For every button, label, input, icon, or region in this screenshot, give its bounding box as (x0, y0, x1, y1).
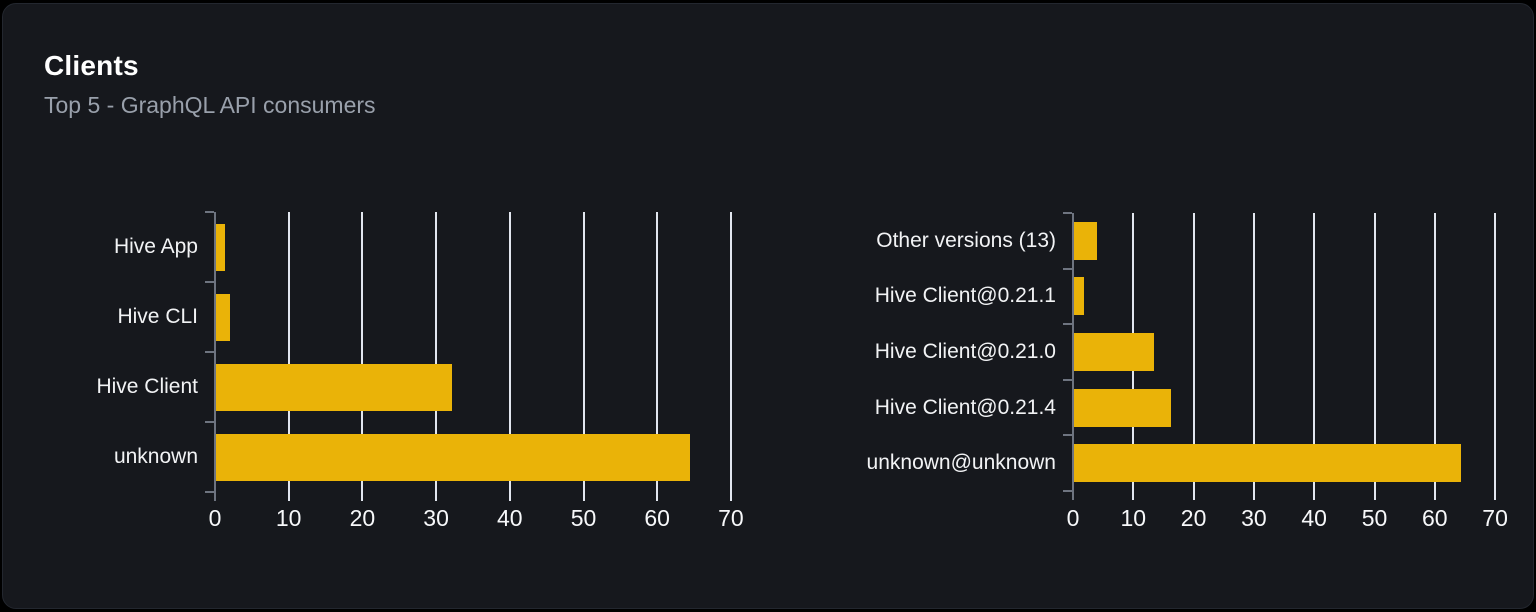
x-axis-tick-label: 0 (208, 505, 222, 531)
x-axis-tick-label: 10 (1120, 505, 1147, 531)
gridline (582, 212, 585, 492)
x-axis-tick-label: 50 (570, 505, 597, 531)
gridline (1373, 213, 1376, 491)
gridline (1313, 213, 1316, 491)
x-axis-tick-label: 70 (1482, 505, 1508, 531)
x-axis-tick (508, 492, 511, 501)
bar-hive-cli[interactable] (216, 293, 230, 341)
y-axis-tick (205, 351, 214, 353)
y-axis-tick (205, 421, 214, 423)
gridline (729, 212, 732, 492)
y-axis-tick (205, 491, 214, 493)
y-axis-line (1072, 213, 1074, 492)
chart-clients-by-name: 0 10 20 30 40 50 60 70 Hive App Hive CLI Hive Clie… (3, 4, 1533, 608)
x-axis-tick-label: 50 (1361, 505, 1388, 531)
y-axis-tick (1063, 434, 1072, 437)
category-label: Hive App (113, 235, 198, 258)
x-axis-tick (1373, 491, 1376, 500)
x-axis-tick (1252, 491, 1255, 500)
x-axis-tick-label: 30 (423, 505, 449, 531)
gridline (1433, 213, 1436, 491)
y-axis-tick (1063, 378, 1072, 381)
y-axis-tick (1063, 267, 1072, 270)
x-axis-tick (214, 492, 216, 501)
gridline (508, 212, 511, 492)
x-axis-tick (729, 492, 732, 501)
x-axis-tick (656, 492, 659, 501)
bar-hive-app[interactable] (216, 223, 225, 271)
x-axis-tick (1192, 491, 1195, 500)
gridline (361, 212, 364, 492)
y-axis-line (214, 212, 216, 493)
gridline (656, 212, 659, 492)
y-axis-tick (1063, 323, 1072, 326)
x-axis-tick-label: 60 (644, 505, 670, 531)
bar-hive-client-0-21-0[interactable] (1074, 333, 1155, 371)
x-axis-tick-label: 40 (1301, 505, 1327, 531)
bar-hive-client-0-21-1[interactable] (1074, 277, 1084, 316)
clients-card: Clients Top 5 - GraphQL API consumers 0 1… (2, 3, 1534, 609)
category-label: unknown (113, 445, 198, 468)
bar-unknown-unknown[interactable] (1074, 444, 1462, 483)
gridline (1252, 213, 1255, 491)
y-axis-tick (205, 281, 214, 283)
x-axis-tick (1313, 491, 1316, 500)
gridline (287, 212, 290, 492)
gridline (435, 212, 438, 492)
x-axis-tick (287, 492, 290, 501)
gridline (1192, 213, 1195, 491)
card-subtitle: Top 5 - GraphQL API consumers (44, 92, 376, 118)
chart-clients-by-version: 0 10 20 30 40 50 60 70 Other versions (13) Hive C… (3, 4, 1533, 608)
gridline (1494, 213, 1497, 491)
category-label: Hive Client@0.21.0 (874, 340, 1056, 363)
x-axis-tick-label: 10 (275, 505, 302, 531)
x-axis-tick-label: 60 (1422, 505, 1448, 531)
card-header: Clients Top 5 - GraphQL API consumers (44, 50, 376, 119)
y-axis-tick (1063, 212, 1072, 214)
category-label: Hive Client@0.21.1 (874, 284, 1056, 308)
x-axis-tick (582, 492, 585, 501)
x-axis-tick (1132, 491, 1135, 500)
category-label: unknown@unknown (866, 451, 1056, 475)
bar-hive-client[interactable] (216, 363, 452, 411)
y-axis-tick (205, 211, 214, 213)
category-label: Other versions (13) (876, 228, 1056, 252)
y-axis-tick (1063, 490, 1072, 492)
x-axis-tick-label: 70 (718, 505, 744, 531)
x-axis-tick (361, 492, 364, 501)
x-axis-tick (435, 492, 438, 501)
x-axis-tick (1433, 491, 1436, 500)
bar-hive-client-0-21-4[interactable] (1074, 388, 1171, 427)
x-axis-tick-label: 40 (497, 505, 523, 531)
x-axis-tick-label: 0 (1066, 505, 1080, 531)
card-title: Clients (44, 50, 139, 81)
category-label: Hive CLI (117, 305, 198, 328)
x-axis-tick (1494, 491, 1497, 500)
x-axis-tick-label: 30 (1241, 505, 1267, 531)
x-axis-tick (1072, 491, 1074, 500)
bar-other-versions-13[interactable] (1074, 221, 1098, 260)
category-label: Hive Client@0.21.4 (874, 395, 1056, 419)
bar-unknown[interactable] (216, 433, 690, 481)
x-axis-tick-label: 20 (349, 505, 376, 531)
category-label: Hive Client (96, 375, 198, 398)
x-axis-tick-label: 20 (1180, 505, 1207, 531)
